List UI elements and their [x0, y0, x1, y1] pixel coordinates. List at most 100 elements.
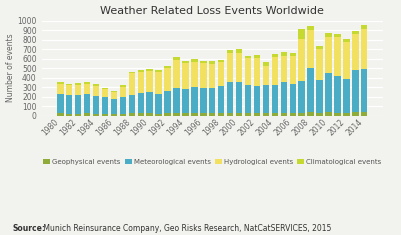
Bar [191, 113, 197, 116]
Bar [298, 39, 304, 81]
Bar [298, 113, 304, 116]
Bar [244, 58, 251, 86]
Bar [280, 56, 286, 82]
Legend: Geophysical events, Meteorological events, Hydrological events, Climatological e: Geophysical events, Meteorological event… [43, 159, 381, 165]
Bar [289, 84, 295, 113]
Bar [351, 70, 358, 112]
Bar [173, 88, 179, 113]
Bar [351, 112, 358, 116]
Bar [101, 88, 108, 89]
Bar [200, 113, 206, 116]
Bar [316, 113, 322, 116]
Bar [173, 60, 179, 88]
Bar [119, 85, 126, 87]
Bar [253, 113, 259, 116]
Bar [137, 72, 144, 93]
Bar [84, 94, 90, 113]
Bar [262, 62, 268, 66]
Bar [333, 113, 340, 116]
Bar [307, 30, 313, 68]
Bar [164, 113, 170, 116]
Bar [146, 69, 152, 71]
Bar [307, 26, 313, 30]
Bar [280, 52, 286, 56]
Bar [146, 113, 152, 116]
Bar [182, 113, 188, 116]
Bar [227, 82, 233, 113]
Bar [128, 95, 135, 113]
Bar [316, 46, 322, 49]
Bar [360, 29, 367, 69]
Bar [324, 112, 331, 116]
Bar [110, 99, 117, 114]
Text: Source:: Source: [12, 224, 45, 233]
Bar [200, 88, 206, 113]
Bar [244, 86, 251, 113]
Bar [253, 86, 259, 113]
Bar [209, 61, 215, 63]
Bar [333, 37, 340, 76]
Bar [280, 113, 286, 116]
Bar [128, 72, 135, 73]
Bar [227, 50, 233, 53]
Bar [110, 91, 117, 92]
Bar [235, 82, 242, 113]
Bar [235, 49, 242, 53]
Bar [351, 34, 358, 70]
Bar [324, 33, 331, 37]
Bar [262, 86, 268, 113]
Bar [137, 70, 144, 72]
Bar [164, 66, 170, 68]
Bar [155, 114, 162, 116]
Bar [342, 42, 349, 79]
Bar [137, 93, 144, 113]
Bar [146, 92, 152, 113]
Bar [75, 114, 81, 116]
Bar [75, 83, 81, 85]
Bar [75, 95, 81, 114]
Bar [164, 91, 170, 113]
Bar [342, 113, 349, 116]
Bar [253, 55, 259, 58]
Bar [271, 55, 277, 57]
Bar [101, 97, 108, 114]
Bar [66, 114, 72, 116]
Bar [316, 80, 322, 113]
Bar [164, 68, 170, 91]
Bar [57, 84, 63, 94]
Bar [57, 113, 63, 116]
Bar [244, 56, 251, 58]
Bar [200, 63, 206, 88]
Bar [227, 113, 233, 116]
Bar [289, 53, 295, 56]
Bar [333, 34, 340, 37]
Bar [342, 39, 349, 42]
Bar [66, 85, 72, 95]
Bar [360, 69, 367, 112]
Bar [93, 86, 99, 96]
Bar [191, 87, 197, 113]
Bar [280, 82, 286, 113]
Bar [128, 73, 135, 95]
Bar [173, 113, 179, 116]
Bar [324, 37, 331, 73]
Bar [66, 83, 72, 85]
Bar [93, 114, 99, 116]
Bar [84, 82, 90, 84]
Bar [182, 63, 188, 89]
Bar [333, 76, 340, 113]
Bar [307, 112, 313, 116]
Bar [75, 85, 81, 95]
Bar [324, 73, 331, 112]
Bar [155, 70, 162, 72]
Bar [209, 113, 215, 116]
Bar [155, 72, 162, 94]
Bar [342, 79, 349, 113]
Bar [128, 113, 135, 116]
Bar [146, 71, 152, 92]
Bar [182, 89, 188, 113]
Bar [253, 58, 259, 86]
Bar [271, 57, 277, 86]
Bar [191, 59, 197, 62]
Text: Munich Reinsurance Company, Geo Risks Research, NatCatSERVICES, 2015: Munich Reinsurance Company, Geo Risks Re… [41, 224, 330, 233]
